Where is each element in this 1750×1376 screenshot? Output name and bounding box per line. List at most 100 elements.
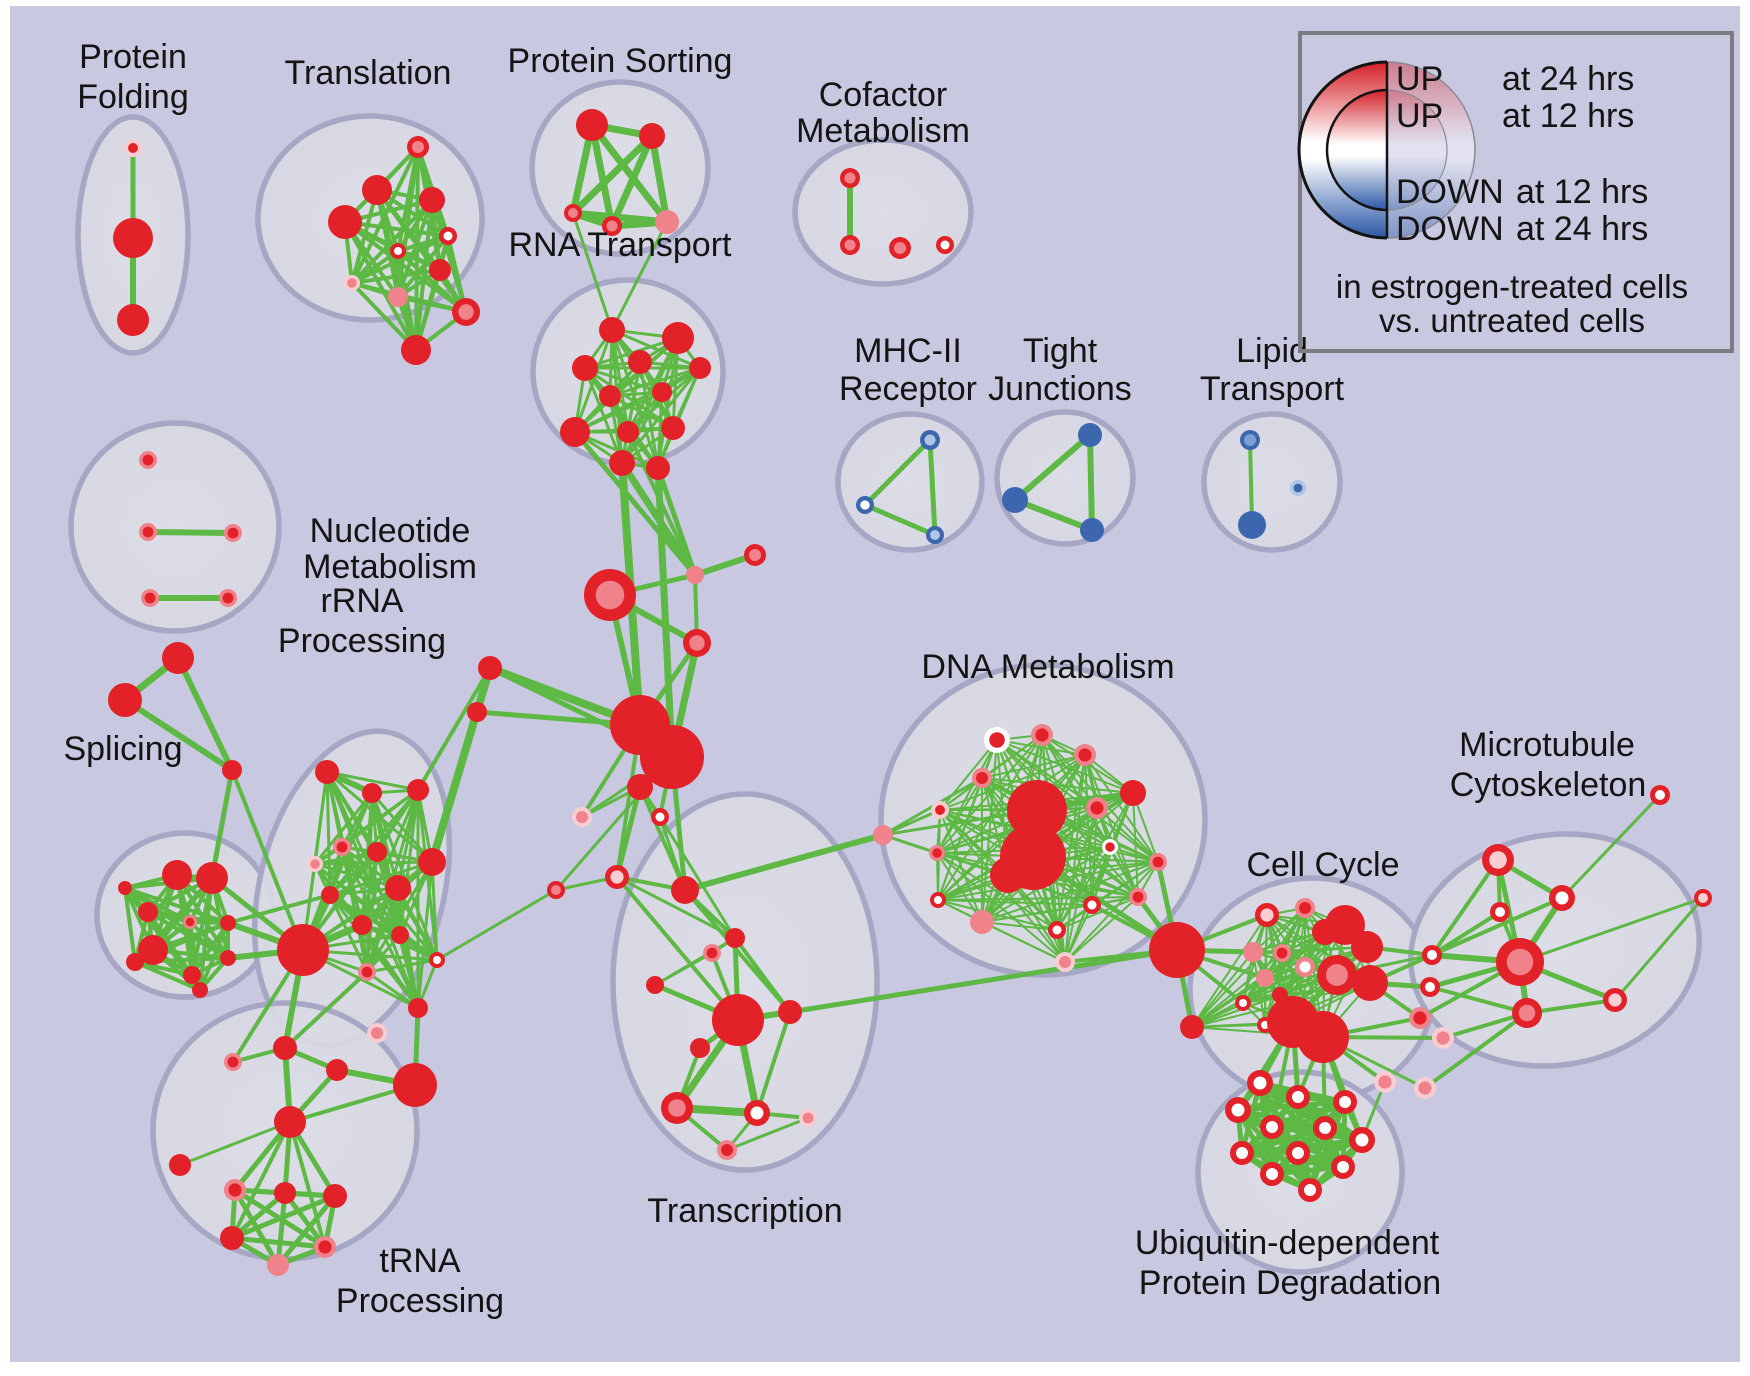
network-node-74 [162,860,192,890]
network-node-114-center [1052,925,1062,935]
network-edge [343,220,468,314]
network-node-140-center [1489,851,1507,869]
network-node-156-center [1292,1147,1304,1159]
network-edge [1084,754,1139,898]
network-node-97 [267,1254,289,1276]
network-edge [615,875,740,1022]
network-edge [981,921,1058,931]
network-node-7-center [443,231,453,241]
legend-time-3: at 24 hrs [1516,210,1648,248]
network-node-58 [407,779,429,801]
network-node-130-center [1239,999,1247,1007]
network-edge [569,132,656,217]
network-node-2 [117,304,149,336]
cluster-label-microtubule-cytoskeleton-1: Cytoskeleton [1450,766,1647,804]
network-node-23 [689,357,711,379]
network-edge [1012,497,1095,533]
network-node-62 [418,848,446,876]
network-edge [1132,792,1139,898]
network-edge [1191,952,1283,1028]
network-edge [1252,951,1266,1026]
network-node-176-center [227,527,239,539]
legend-inner-left-arc [1325,88,1388,212]
network-node-161-center [844,172,856,184]
network-node-34-center [689,635,705,651]
network-node-145-center [1608,993,1622,1007]
network-node-178-center [222,592,234,604]
network-node-112 [970,910,994,934]
network-edge [862,502,938,538]
network-node-55 [873,825,893,845]
network-edge [313,791,374,866]
network-edge [1191,951,1254,1028]
network-node-3-center [411,140,425,154]
network-node-131-center [1261,1021,1269,1029]
network-node-152-center [1266,1121,1278,1133]
network-node-9 [429,259,451,281]
network-edge [1560,793,1662,900]
network-edge [123,886,230,960]
network-node-1 [113,218,153,258]
legend-direction-2: DOWN [1396,173,1504,211]
network-edge [288,1120,327,1249]
network-node-26 [560,417,590,447]
cluster-label-tight-junctions-0: Tight [1023,332,1098,370]
network-edge [1087,432,1095,533]
cluster-label-rna-transport-0: RNA Transport [509,226,733,264]
network-node-19 [599,317,625,343]
network-edge [190,921,230,977]
network-node-52-center [750,1106,764,1120]
network-edge [343,220,450,238]
network-node-103 [1120,780,1146,806]
network-node-167-center [930,530,940,540]
cluster-label-dna-metabolism-0: DNA Metabolism [921,648,1174,686]
network-node-168 [1078,423,1102,447]
network-node-175-center [142,526,154,538]
network-node-13 [401,335,431,365]
network-edge [1248,438,1254,527]
cluster-label-lipid-transport-1: Transport [1200,370,1345,408]
network-node-96-center [318,1240,332,1254]
network-node-37 [478,656,502,680]
network-edge [571,211,614,332]
network-node-30 [646,456,670,480]
network-edge [230,768,305,952]
network-edge [614,784,643,880]
network-node-93 [274,1182,296,1204]
legend-direction-3: DOWN [1396,210,1504,248]
network-node-78 [220,915,236,931]
network-node-111-center [934,896,942,904]
network-edge [939,809,983,923]
network-node-100-center [1078,748,1092,762]
network-node-80 [183,966,201,984]
network-node-170 [1080,518,1104,542]
network-node-109-center [932,848,942,858]
network-node-70 [408,998,428,1018]
network-edge [1012,432,1093,503]
cluster-label-rrna-processing-1: Processing [278,622,446,660]
network-node-82 [192,982,208,998]
network-edge [981,754,1086,779]
network-node-5 [419,187,445,213]
legend-outer-left-arc [1297,60,1388,240]
cluster-ellipse-nucleotide-metabolism [68,420,282,634]
network-node-117 [1149,922,1205,978]
network-edge [654,464,676,761]
network-edge [1428,985,1529,1015]
network-edge [1084,754,1159,863]
network-node-17-center [606,220,618,232]
network-node-72 [108,683,142,717]
network-edge [350,198,434,285]
network-node-153-center [1319,1122,1331,1134]
network-node-69-center [361,966,373,978]
legend-right-half-fade [1387,62,1475,238]
network-edge [1096,807,1139,898]
network-node-75 [196,862,228,894]
network-edge [658,815,737,940]
cluster-ellipse-cofactor-metabolism [792,137,974,287]
network-edge [1191,977,1266,1028]
network-node-91 [169,1154,191,1176]
network-edge [573,390,664,434]
cluster-label-nucleotide-metabolism-1: Metabolism [303,548,477,586]
